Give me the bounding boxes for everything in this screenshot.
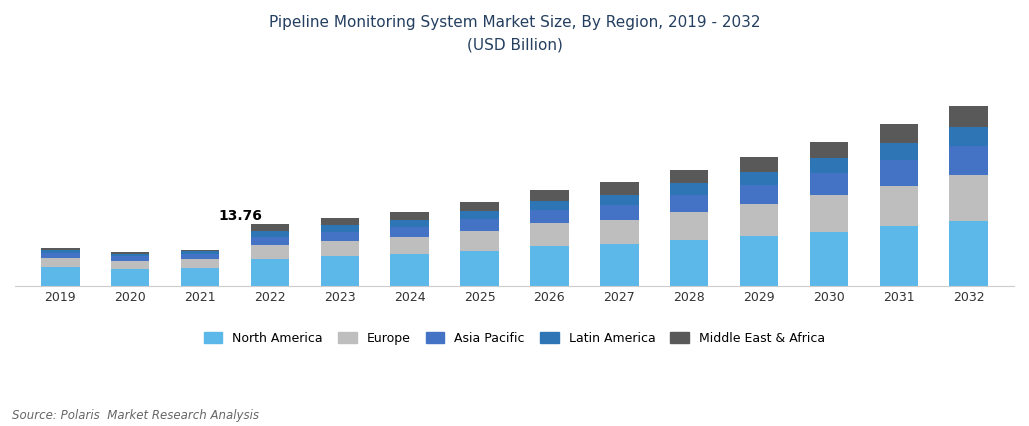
- Bar: [670, 170, 708, 183]
- Bar: [181, 254, 219, 259]
- Bar: [600, 220, 639, 244]
- Bar: [950, 175, 988, 221]
- Bar: [880, 143, 918, 160]
- Bar: [600, 244, 639, 286]
- Bar: [670, 195, 708, 212]
- Bar: [950, 106, 988, 127]
- Bar: [810, 196, 848, 232]
- Bar: [740, 172, 778, 185]
- Bar: [740, 236, 778, 286]
- Bar: [530, 223, 569, 247]
- Bar: [740, 185, 778, 204]
- Title: Pipeline Monitoring System Market Size, By Region, 2019 - 2032
(USD Billion): Pipeline Monitoring System Market Size, …: [269, 15, 760, 52]
- Bar: [181, 251, 219, 254]
- Bar: [251, 231, 289, 236]
- Bar: [321, 218, 359, 225]
- Bar: [251, 236, 289, 245]
- Bar: [950, 127, 988, 146]
- Bar: [460, 231, 499, 251]
- Bar: [670, 240, 708, 286]
- Bar: [880, 160, 918, 186]
- Bar: [111, 269, 149, 286]
- Bar: [950, 221, 988, 286]
- Bar: [460, 202, 499, 211]
- Bar: [880, 124, 918, 143]
- Bar: [530, 201, 569, 210]
- Bar: [111, 254, 149, 256]
- Bar: [460, 211, 499, 219]
- Bar: [880, 186, 918, 226]
- Bar: [740, 158, 778, 172]
- Bar: [321, 256, 359, 286]
- Bar: [670, 183, 708, 195]
- Bar: [810, 232, 848, 286]
- Bar: [810, 142, 848, 158]
- Bar: [810, 158, 848, 173]
- Bar: [181, 250, 219, 251]
- Bar: [880, 226, 918, 286]
- Bar: [321, 232, 359, 241]
- Bar: [390, 212, 429, 220]
- Bar: [321, 241, 359, 256]
- Bar: [600, 182, 639, 195]
- Bar: [111, 261, 149, 269]
- Bar: [740, 204, 778, 236]
- Bar: [181, 259, 219, 268]
- Bar: [41, 267, 79, 286]
- Bar: [111, 256, 149, 261]
- Bar: [41, 253, 79, 258]
- Bar: [321, 225, 359, 232]
- Bar: [41, 258, 79, 267]
- Bar: [251, 245, 289, 259]
- Bar: [251, 259, 289, 286]
- Legend: North America, Europe, Asia Pacific, Latin America, Middle East & Africa: North America, Europe, Asia Pacific, Lat…: [204, 332, 825, 345]
- Bar: [530, 210, 569, 223]
- Bar: [460, 219, 499, 231]
- Bar: [530, 247, 569, 286]
- Bar: [670, 212, 708, 240]
- Bar: [390, 236, 429, 254]
- Bar: [390, 220, 429, 227]
- Bar: [41, 250, 79, 253]
- Bar: [181, 268, 219, 286]
- Bar: [251, 224, 289, 231]
- Bar: [460, 251, 499, 286]
- Text: 13.76: 13.76: [219, 210, 262, 223]
- Bar: [600, 205, 639, 220]
- Bar: [600, 195, 639, 205]
- Bar: [810, 173, 848, 196]
- Bar: [390, 227, 429, 236]
- Bar: [111, 252, 149, 254]
- Bar: [41, 248, 79, 250]
- Bar: [950, 146, 988, 175]
- Text: Source: Polaris  Market Research Analysis: Source: Polaris Market Research Analysis: [12, 409, 259, 422]
- Bar: [390, 254, 429, 286]
- Bar: [530, 190, 569, 201]
